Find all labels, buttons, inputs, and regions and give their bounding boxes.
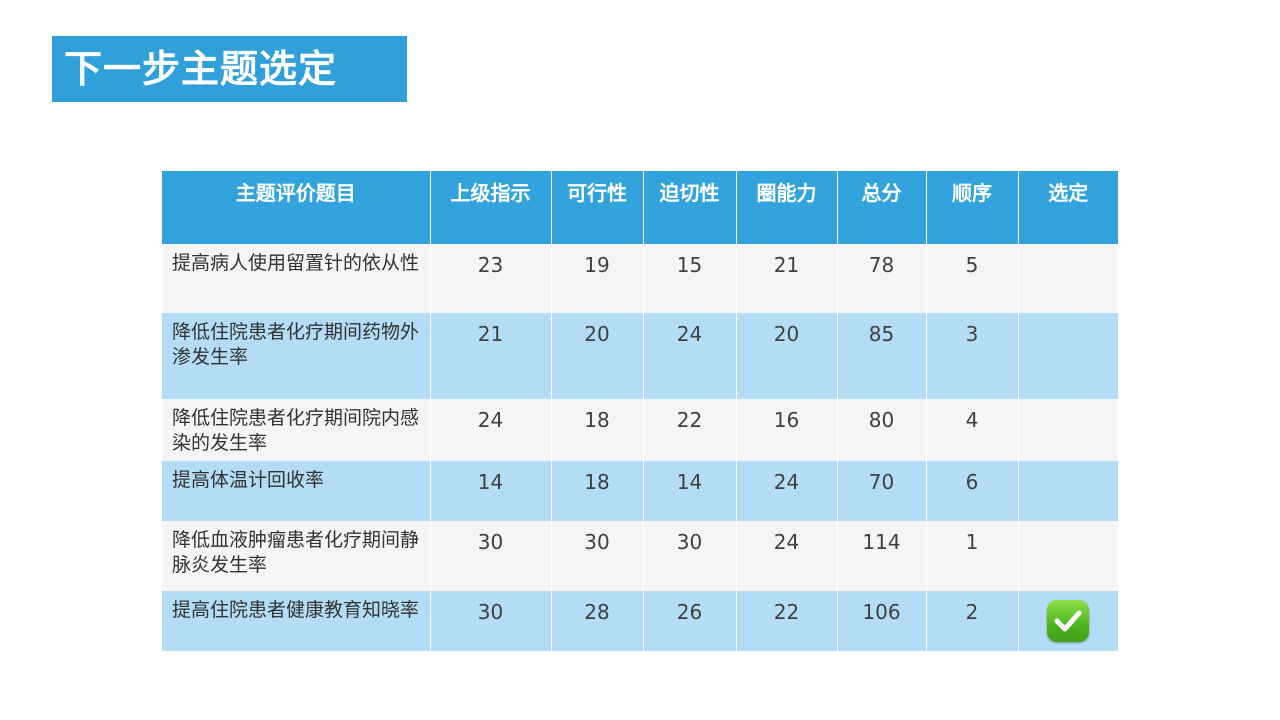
table-row: 提高病人使用留置针的依从性 23 19 15 21 78 5	[162, 244, 1118, 313]
rank-order: 6	[926, 461, 1019, 521]
rank-order: 2	[926, 591, 1019, 651]
score-urgency: 14	[643, 461, 737, 521]
score-feasibility: 18	[551, 461, 644, 521]
header-feasibility: 可行性	[551, 171, 644, 244]
score-feasibility: 20	[551, 313, 644, 399]
topic-cell: 提高住院患者健康教育知晓率	[162, 591, 431, 651]
table-row: 降低血液肿瘤患者化疗期间静脉炎发生率 30 30 30 24 114 1	[162, 521, 1118, 591]
score-total: 85	[837, 313, 927, 399]
rank-order: 3	[926, 313, 1019, 399]
topic-cell: 降低住院患者化疗期间药物外渗发生率	[162, 313, 431, 399]
score-circle-ability: 16	[736, 399, 838, 461]
selected-cell	[1018, 591, 1118, 651]
score-urgency: 15	[643, 244, 737, 313]
score-feasibility: 28	[551, 591, 644, 651]
score-superior-instruction: 14	[430, 461, 552, 521]
score-total: 80	[837, 399, 927, 461]
table-row: 提高体温计回收率 14 18 14 24 70 6	[162, 461, 1118, 521]
header-order: 顺序	[926, 171, 1019, 244]
score-feasibility: 19	[551, 244, 644, 313]
header-total-score: 总分	[837, 171, 927, 244]
page-title: 下一步主题选定	[52, 36, 407, 102]
score-urgency: 22	[643, 399, 737, 461]
score-total: 114	[837, 521, 927, 591]
score-superior-instruction: 21	[430, 313, 552, 399]
topic-cell: 降低住院患者化疗期间院内感染的发生率	[162, 399, 431, 461]
table-row: 提高住院患者健康教育知晓率 30 28 26 22 106 2	[162, 591, 1118, 651]
header-circle-ability: 圈能力	[736, 171, 838, 244]
score-feasibility: 18	[551, 399, 644, 461]
score-superior-instruction: 24	[430, 399, 552, 461]
score-urgency: 26	[643, 591, 737, 651]
score-superior-instruction: 23	[430, 244, 552, 313]
header-urgency: 迫切性	[643, 171, 737, 244]
selected-cell	[1018, 313, 1118, 399]
check-icon	[1047, 600, 1090, 642]
score-circle-ability: 20	[736, 313, 838, 399]
score-circle-ability: 21	[736, 244, 838, 313]
topic-cell: 提高体温计回收率	[162, 461, 431, 521]
selected-cell	[1018, 521, 1118, 591]
topic-cell: 降低血液肿瘤患者化疗期间静脉炎发生率	[162, 521, 431, 591]
score-total: 78	[837, 244, 927, 313]
score-feasibility: 30	[551, 521, 644, 591]
selected-cell	[1018, 399, 1118, 461]
rank-order: 5	[926, 244, 1019, 313]
score-urgency: 24	[643, 313, 737, 399]
table-header-row: 主题评价题目 上级指示 可行性 迫切性 圈能力 总分 顺序 选定	[162, 171, 1118, 244]
score-circle-ability: 24	[736, 521, 838, 591]
selected-cell	[1018, 244, 1118, 313]
score-superior-instruction: 30	[430, 521, 552, 591]
header-topic: 主题评价题目	[162, 171, 431, 244]
topic-cell: 提高病人使用留置针的依从性	[162, 244, 431, 313]
rank-order: 4	[926, 399, 1019, 461]
selected-cell	[1018, 461, 1118, 521]
table-row: 降低住院患者化疗期间药物外渗发生率 21 20 24 20 85 3	[162, 313, 1118, 399]
score-superior-instruction: 30	[430, 591, 552, 651]
table-row: 降低住院患者化疗期间院内感染的发生率 24 18 22 16 80 4	[162, 399, 1118, 461]
score-circle-ability: 22	[736, 591, 838, 651]
header-superior-instruction: 上级指示	[430, 171, 552, 244]
topic-evaluation-table: 主题评价题目 上级指示 可行性 迫切性 圈能力 总分 顺序 选定 提高病人使用留…	[162, 171, 1118, 651]
score-circle-ability: 24	[736, 461, 838, 521]
header-selected: 选定	[1018, 171, 1118, 244]
score-total: 70	[837, 461, 927, 521]
rank-order: 1	[926, 521, 1019, 591]
score-urgency: 30	[643, 521, 737, 591]
score-total: 106	[837, 591, 927, 651]
